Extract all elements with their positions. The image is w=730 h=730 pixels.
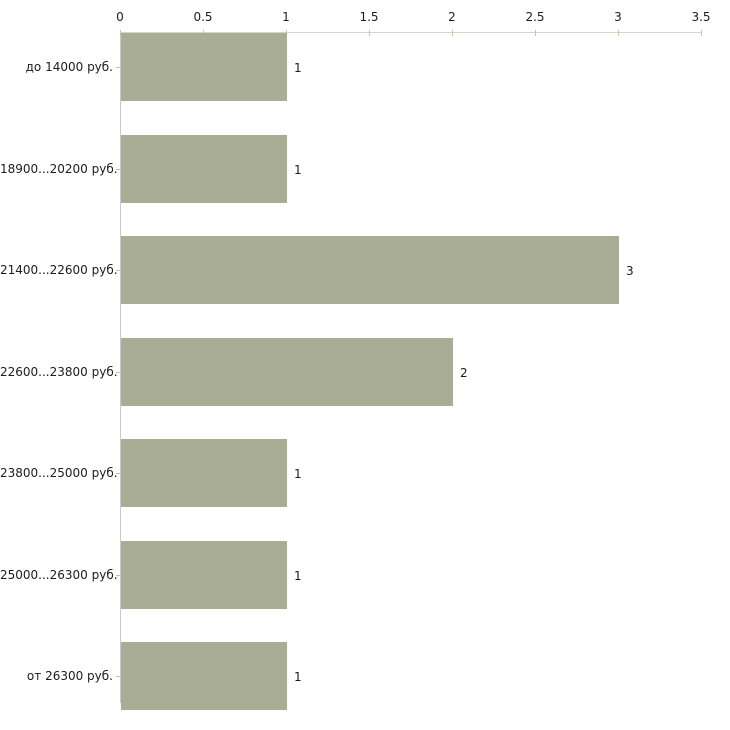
y-axis-tick — [116, 169, 121, 170]
bar — [121, 337, 453, 406]
x-axis-tick-label: 3 — [614, 10, 622, 24]
value-label: 1 — [294, 569, 302, 583]
value-label: 1 — [294, 467, 302, 481]
bar — [121, 642, 287, 710]
y-axis-tick — [116, 372, 121, 373]
value-label: 1 — [294, 61, 302, 75]
x-axis-tick — [452, 30, 453, 36]
x-axis-tick-label: 2 — [448, 10, 456, 24]
y-axis-tick — [116, 270, 121, 271]
x-axis-tick — [120, 30, 121, 36]
category-label: до 14000 руб. — [25, 60, 113, 74]
x-axis-tick-label: 0 — [116, 10, 124, 24]
y-axis-tick — [116, 473, 121, 474]
bar — [121, 540, 287, 609]
value-label: 1 — [294, 163, 302, 177]
bar — [121, 134, 287, 203]
y-axis-line — [120, 32, 121, 703]
x-axis-tick — [618, 30, 619, 36]
x-axis-line — [120, 32, 702, 33]
x-axis-tick-label: 2.5 — [525, 10, 545, 24]
value-label: 2 — [460, 366, 468, 380]
x-axis-tick-label: 1 — [282, 10, 290, 24]
bar — [121, 439, 287, 507]
x-axis-tick — [369, 30, 370, 36]
value-label: 1 — [294, 670, 302, 684]
x-axis-tick — [535, 30, 536, 36]
category-label: 25000...26300 руб. — [0, 568, 118, 582]
category-label: 22600...23800 руб. — [0, 365, 118, 379]
y-axis-tick — [116, 575, 121, 576]
y-axis-tick — [116, 67, 121, 68]
value-label: 3 — [626, 264, 634, 278]
category-label: 21400...22600 руб. — [0, 263, 118, 277]
y-axis-tick — [116, 676, 121, 677]
bar — [121, 236, 619, 304]
x-axis-tick — [701, 30, 702, 36]
category-label: 23800...25000 руб. — [0, 466, 118, 480]
category-label: 18900...20200 руб. — [0, 162, 118, 176]
x-axis-tick-label: 1.5 — [359, 10, 379, 24]
category-label: от 26300 руб. — [26, 669, 113, 683]
x-axis-tick-label: 3.5 — [691, 10, 711, 24]
bar — [121, 33, 287, 101]
x-axis-tick-label: 0.5 — [193, 10, 213, 24]
